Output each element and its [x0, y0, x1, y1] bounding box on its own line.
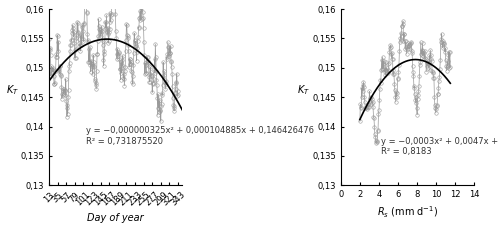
Y-axis label: $K_T$: $K_T$ [6, 83, 18, 97]
Y-axis label: $K_T$: $K_T$ [298, 83, 310, 97]
X-axis label: Day of year: Day of year [88, 213, 144, 224]
Text: y = −0,000000325x² + 0,000104885x + 0,146426476
R² = 0,731875520: y = −0,000000325x² + 0,000104885x + 0,14… [86, 126, 314, 146]
X-axis label: $R_s$ (mm d$^{-1}$): $R_s$ (mm d$^{-1}$) [377, 205, 438, 220]
Text: y = −0,0003x² + 0,0047x + 0,133
R² = 0,8183: y = −0,0003x² + 0,0047x + 0,133 R² = 0,8… [381, 137, 500, 156]
